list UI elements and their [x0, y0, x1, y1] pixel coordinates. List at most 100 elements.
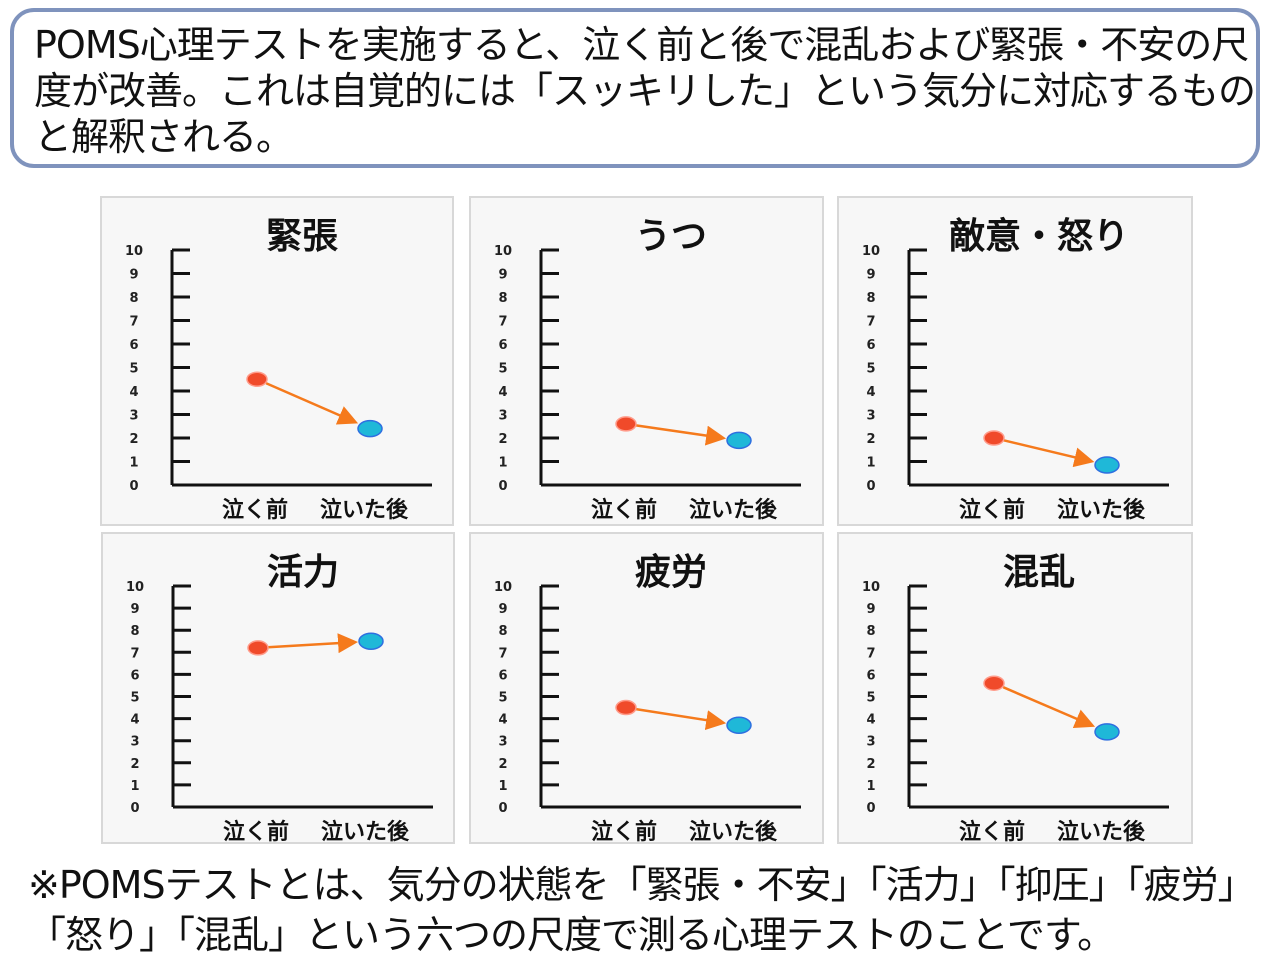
- x-tick-label: 泣く前: [959, 497, 1025, 523]
- y-tick-label: 4: [129, 385, 138, 400]
- chart-title: 混乱: [1003, 552, 1075, 593]
- y-tick-label: 7: [129, 315, 138, 330]
- y-tick-label: 8: [129, 291, 138, 306]
- y-tick-label: 5: [498, 691, 507, 706]
- y-tick-label: 3: [866, 735, 875, 750]
- y-tick-label: 4: [866, 385, 875, 400]
- x-tick-label: 泣いた後: [1057, 819, 1146, 845]
- y-tick-label: 3: [498, 735, 507, 750]
- chart-panel: 敵意・怒り 0 1 2 3 4 5 6 7 8 9 10 泣く前 泣いた後: [837, 196, 1193, 526]
- chart-panel: うつ 0 1 2 3 4 5 6 7 8 9 10 泣く前 泣いた後: [469, 196, 824, 526]
- y-tick-label: 8: [866, 291, 875, 306]
- y-tick-label: 9: [866, 602, 875, 617]
- y-tick-label: 1: [129, 456, 138, 471]
- y-tick-label: 0: [498, 801, 507, 816]
- summary-callout: POMS心理テストを実施すると、泣く前と後で混乱および緊張・不安の尺度が改善。こ…: [10, 8, 1260, 168]
- x-tick-label: 泣く前: [591, 497, 657, 523]
- y-tick-label: 9: [498, 602, 507, 617]
- y-tick-label: 8: [498, 291, 507, 306]
- y-tick-label: 0: [498, 479, 507, 494]
- x-tick-label: 泣いた後: [1057, 497, 1146, 523]
- point-after: [726, 716, 752, 734]
- point-before: [246, 371, 268, 387]
- y-tick-label: 7: [866, 646, 875, 661]
- y-tick-label: 6: [129, 338, 138, 353]
- point-before: [615, 416, 637, 432]
- y-tick-label: 1: [498, 779, 507, 794]
- y-tick-label: 10: [126, 580, 144, 595]
- y-tick-label: 5: [130, 691, 139, 706]
- point-after: [726, 431, 752, 450]
- chart-svg: 緊張 0 1 2 3 4 5 6 7 8 9 10 泣く前 泣いた後: [125, 216, 432, 523]
- x-tick-label: 泣く前: [959, 819, 1025, 845]
- y-tick-label: 6: [866, 338, 875, 353]
- y-tick-label: 10: [494, 244, 512, 259]
- chart-svg: うつ 0 1 2 3 4 5 6 7 8 9 10 泣く前 泣いた後: [494, 216, 801, 523]
- y-tick-label: 5: [866, 691, 875, 706]
- y-tick-label: 5: [866, 362, 875, 377]
- y-tick-label: 9: [130, 602, 139, 617]
- y-tick-label: 2: [498, 432, 507, 447]
- y-tick-label: 7: [498, 646, 507, 661]
- y-tick-label: 6: [130, 668, 139, 683]
- y-tick-label: 5: [129, 362, 138, 377]
- chart-svg: 敵意・怒り 0 1 2 3 4 5 6 7 8 9 10 泣く前 泣いた後: [862, 216, 1169, 523]
- point-before: [983, 675, 1005, 691]
- poms-footnote: ※POMSテストとは、気分の状態を「緊張・不安」「活力」「抑圧」「疲労」「怒り」…: [28, 863, 1256, 957]
- y-tick-label: 4: [498, 385, 507, 400]
- change-arrow: [265, 382, 359, 425]
- change-arrow: [1002, 686, 1096, 729]
- chart-panel: 混乱 0 1 2 3 4 5 6 7 8 9 10 泣く前 泣いた後: [837, 532, 1193, 845]
- chart-title: 敵意・怒り: [949, 216, 1129, 257]
- y-tick-label: 0: [866, 479, 875, 494]
- y-tick-label: 8: [130, 624, 139, 639]
- chart-title: うつ: [635, 216, 707, 257]
- y-tick-label: 0: [866, 801, 875, 816]
- y-tick-label: 0: [129, 479, 138, 494]
- chart-title: 緊張: [266, 216, 338, 257]
- y-tick-label: 9: [498, 268, 507, 283]
- y-tick-label: 2: [498, 757, 507, 772]
- summary-text: POMS心理テストを実施すると、泣く前と後で混乱および緊張・不安の尺度が改善。こ…: [34, 23, 1256, 159]
- y-tick-label: 1: [866, 779, 875, 794]
- y-tick-label: 8: [498, 624, 507, 639]
- y-tick-label: 3: [498, 409, 507, 424]
- x-tick-label: 泣く前: [591, 819, 657, 845]
- y-tick-label: 7: [498, 315, 507, 330]
- y-tick-label: 3: [130, 735, 139, 750]
- y-tick-label: 10: [494, 580, 512, 595]
- y-tick-label: 6: [498, 668, 507, 683]
- y-tick-label: 4: [866, 713, 875, 728]
- point-before: [615, 699, 637, 716]
- change-arrow: [1003, 439, 1095, 468]
- y-tick-label: 9: [129, 268, 138, 283]
- y-tick-label: 3: [866, 409, 875, 424]
- y-tick-label: 4: [130, 713, 139, 728]
- chart-svg: 疲労 0 1 2 3 4 5 6 7 8 9 10 泣く前 泣いた後: [494, 552, 801, 845]
- x-tick-label: 泣く前: [223, 819, 289, 845]
- point-after: [1094, 723, 1120, 741]
- point-after: [358, 632, 384, 650]
- x-tick-label: 泣いた後: [321, 819, 410, 845]
- y-tick-label: 9: [866, 268, 875, 283]
- point-after: [1094, 456, 1120, 474]
- y-tick-label: 10: [862, 244, 880, 259]
- y-tick-label: 4: [498, 713, 507, 728]
- y-tick-label: 0: [130, 801, 139, 816]
- change-arrow: [267, 633, 359, 654]
- y-tick-label: 1: [498, 456, 507, 471]
- y-tick-label: 6: [866, 668, 875, 683]
- chart-panel: 緊張 0 1 2 3 4 5 6 7 8 9 10 泣く前 泣いた後: [100, 196, 454, 526]
- chart-svg: 混乱 0 1 2 3 4 5 6 7 8 9 10 泣く前 泣いた後: [862, 552, 1169, 845]
- y-tick-label: 7: [130, 646, 139, 661]
- chart-title: 活力: [267, 552, 339, 593]
- y-tick-label: 10: [125, 244, 143, 259]
- chart-panel: 活力 0 1 2 3 4 5 6 7 8 9 10 泣く前 泣いた後: [101, 532, 455, 845]
- y-tick-label: 10: [862, 580, 880, 595]
- y-tick-label: 6: [498, 338, 507, 353]
- y-tick-label: 2: [130, 757, 139, 772]
- y-tick-label: 2: [129, 432, 138, 447]
- x-tick-label: 泣いた後: [689, 497, 778, 523]
- point-before: [247, 640, 269, 656]
- x-tick-label: 泣く前: [222, 497, 288, 523]
